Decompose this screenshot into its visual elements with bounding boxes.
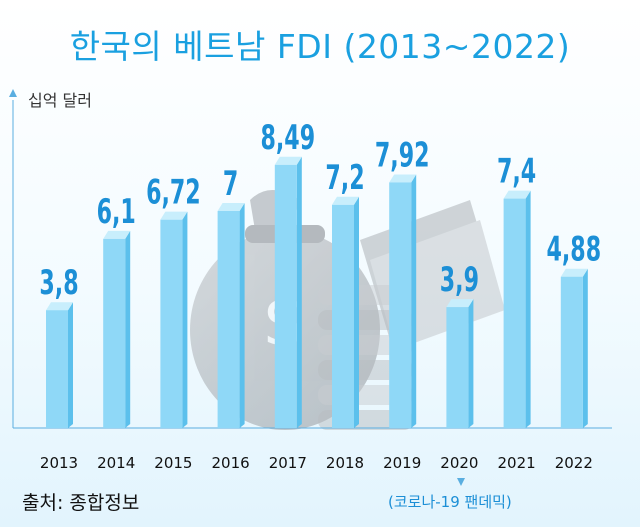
bar-front (103, 238, 126, 428)
bar-side (239, 203, 245, 428)
value-label-2017: 8,49 (260, 118, 315, 157)
x-tick-2021: 2021 (498, 454, 536, 472)
bar-2022 (560, 268, 588, 428)
chart-title: 한국의 베트남 FDI (2013~2022) (69, 27, 571, 66)
bar-side (296, 156, 302, 428)
x-tick-2019: 2019 (383, 454, 421, 472)
bar-side (525, 190, 531, 428)
bar-side (354, 196, 359, 428)
x-tick-2013: 2013 (40, 454, 78, 472)
bar-top (446, 299, 474, 308)
bar-top (389, 174, 417, 183)
bar-top (217, 203, 245, 211)
bar-side (582, 268, 588, 428)
bar-side (182, 211, 188, 428)
bar-2021 (503, 190, 531, 428)
bar-side (68, 302, 73, 428)
bar-2013 (46, 302, 73, 428)
bar-2017 (274, 156, 302, 428)
value-label-2022: 4,88 (546, 230, 601, 269)
bar-front (503, 198, 526, 428)
x-tick-2020: 2020 (440, 454, 478, 472)
x-tick-2016: 2016 (212, 454, 250, 472)
value-label-2021: 7,4 (497, 152, 536, 191)
bar-top (560, 268, 588, 277)
bar-2019 (389, 174, 417, 428)
value-label-2015: 6,72 (146, 173, 201, 212)
bars-layer: 3,8 2013 6,1 2014 6,72 2015 7 2016 8,49 2017 7,2 20… (39, 118, 601, 472)
bar-top (332, 196, 359, 205)
bar-front (446, 307, 469, 428)
bar-front (160, 219, 183, 428)
y-axis-arrow (9, 89, 17, 97)
bar-2020 (446, 299, 474, 428)
x-tick-2015: 2015 (154, 454, 192, 472)
pandemic-pointer-arrow (457, 478, 465, 486)
value-label-2018: 7,2 (325, 158, 364, 197)
x-tick-2022: 2022 (555, 454, 593, 472)
bar-side (125, 230, 131, 428)
bar-top (103, 230, 131, 239)
x-tick-2017: 2017 (269, 454, 307, 472)
bar-front (560, 276, 583, 428)
bar-2018 (332, 196, 359, 428)
value-label-2016: 7 (223, 164, 238, 203)
bar-front (332, 204, 354, 428)
bar-side (468, 299, 474, 428)
source-note: 출처: 종합정보 (22, 492, 140, 514)
value-label-2013: 3,8 (39, 263, 78, 302)
bar-front (274, 164, 297, 428)
bar-top (503, 190, 531, 199)
bar-front (217, 211, 240, 428)
bar-side (411, 174, 417, 428)
bar-2014 (103, 230, 131, 428)
pandemic-annotation: (코로나-19 팬데믹) (388, 493, 512, 511)
x-tick-2018: 2018 (326, 454, 364, 472)
bar-front (46, 310, 68, 428)
y-axis-unit-label: 십억 달러 (28, 91, 92, 110)
bar-front (389, 182, 412, 428)
bar-top (46, 302, 73, 311)
x-tick-2014: 2014 (97, 454, 135, 472)
value-label-2014: 6,1 (97, 192, 136, 231)
bar-top (160, 211, 188, 220)
bar-2016 (217, 203, 245, 428)
bar-top (274, 156, 302, 165)
value-label-2020: 3,9 (440, 260, 479, 299)
bar-2015 (160, 211, 188, 428)
value-label-2019: 7,92 (375, 136, 430, 175)
